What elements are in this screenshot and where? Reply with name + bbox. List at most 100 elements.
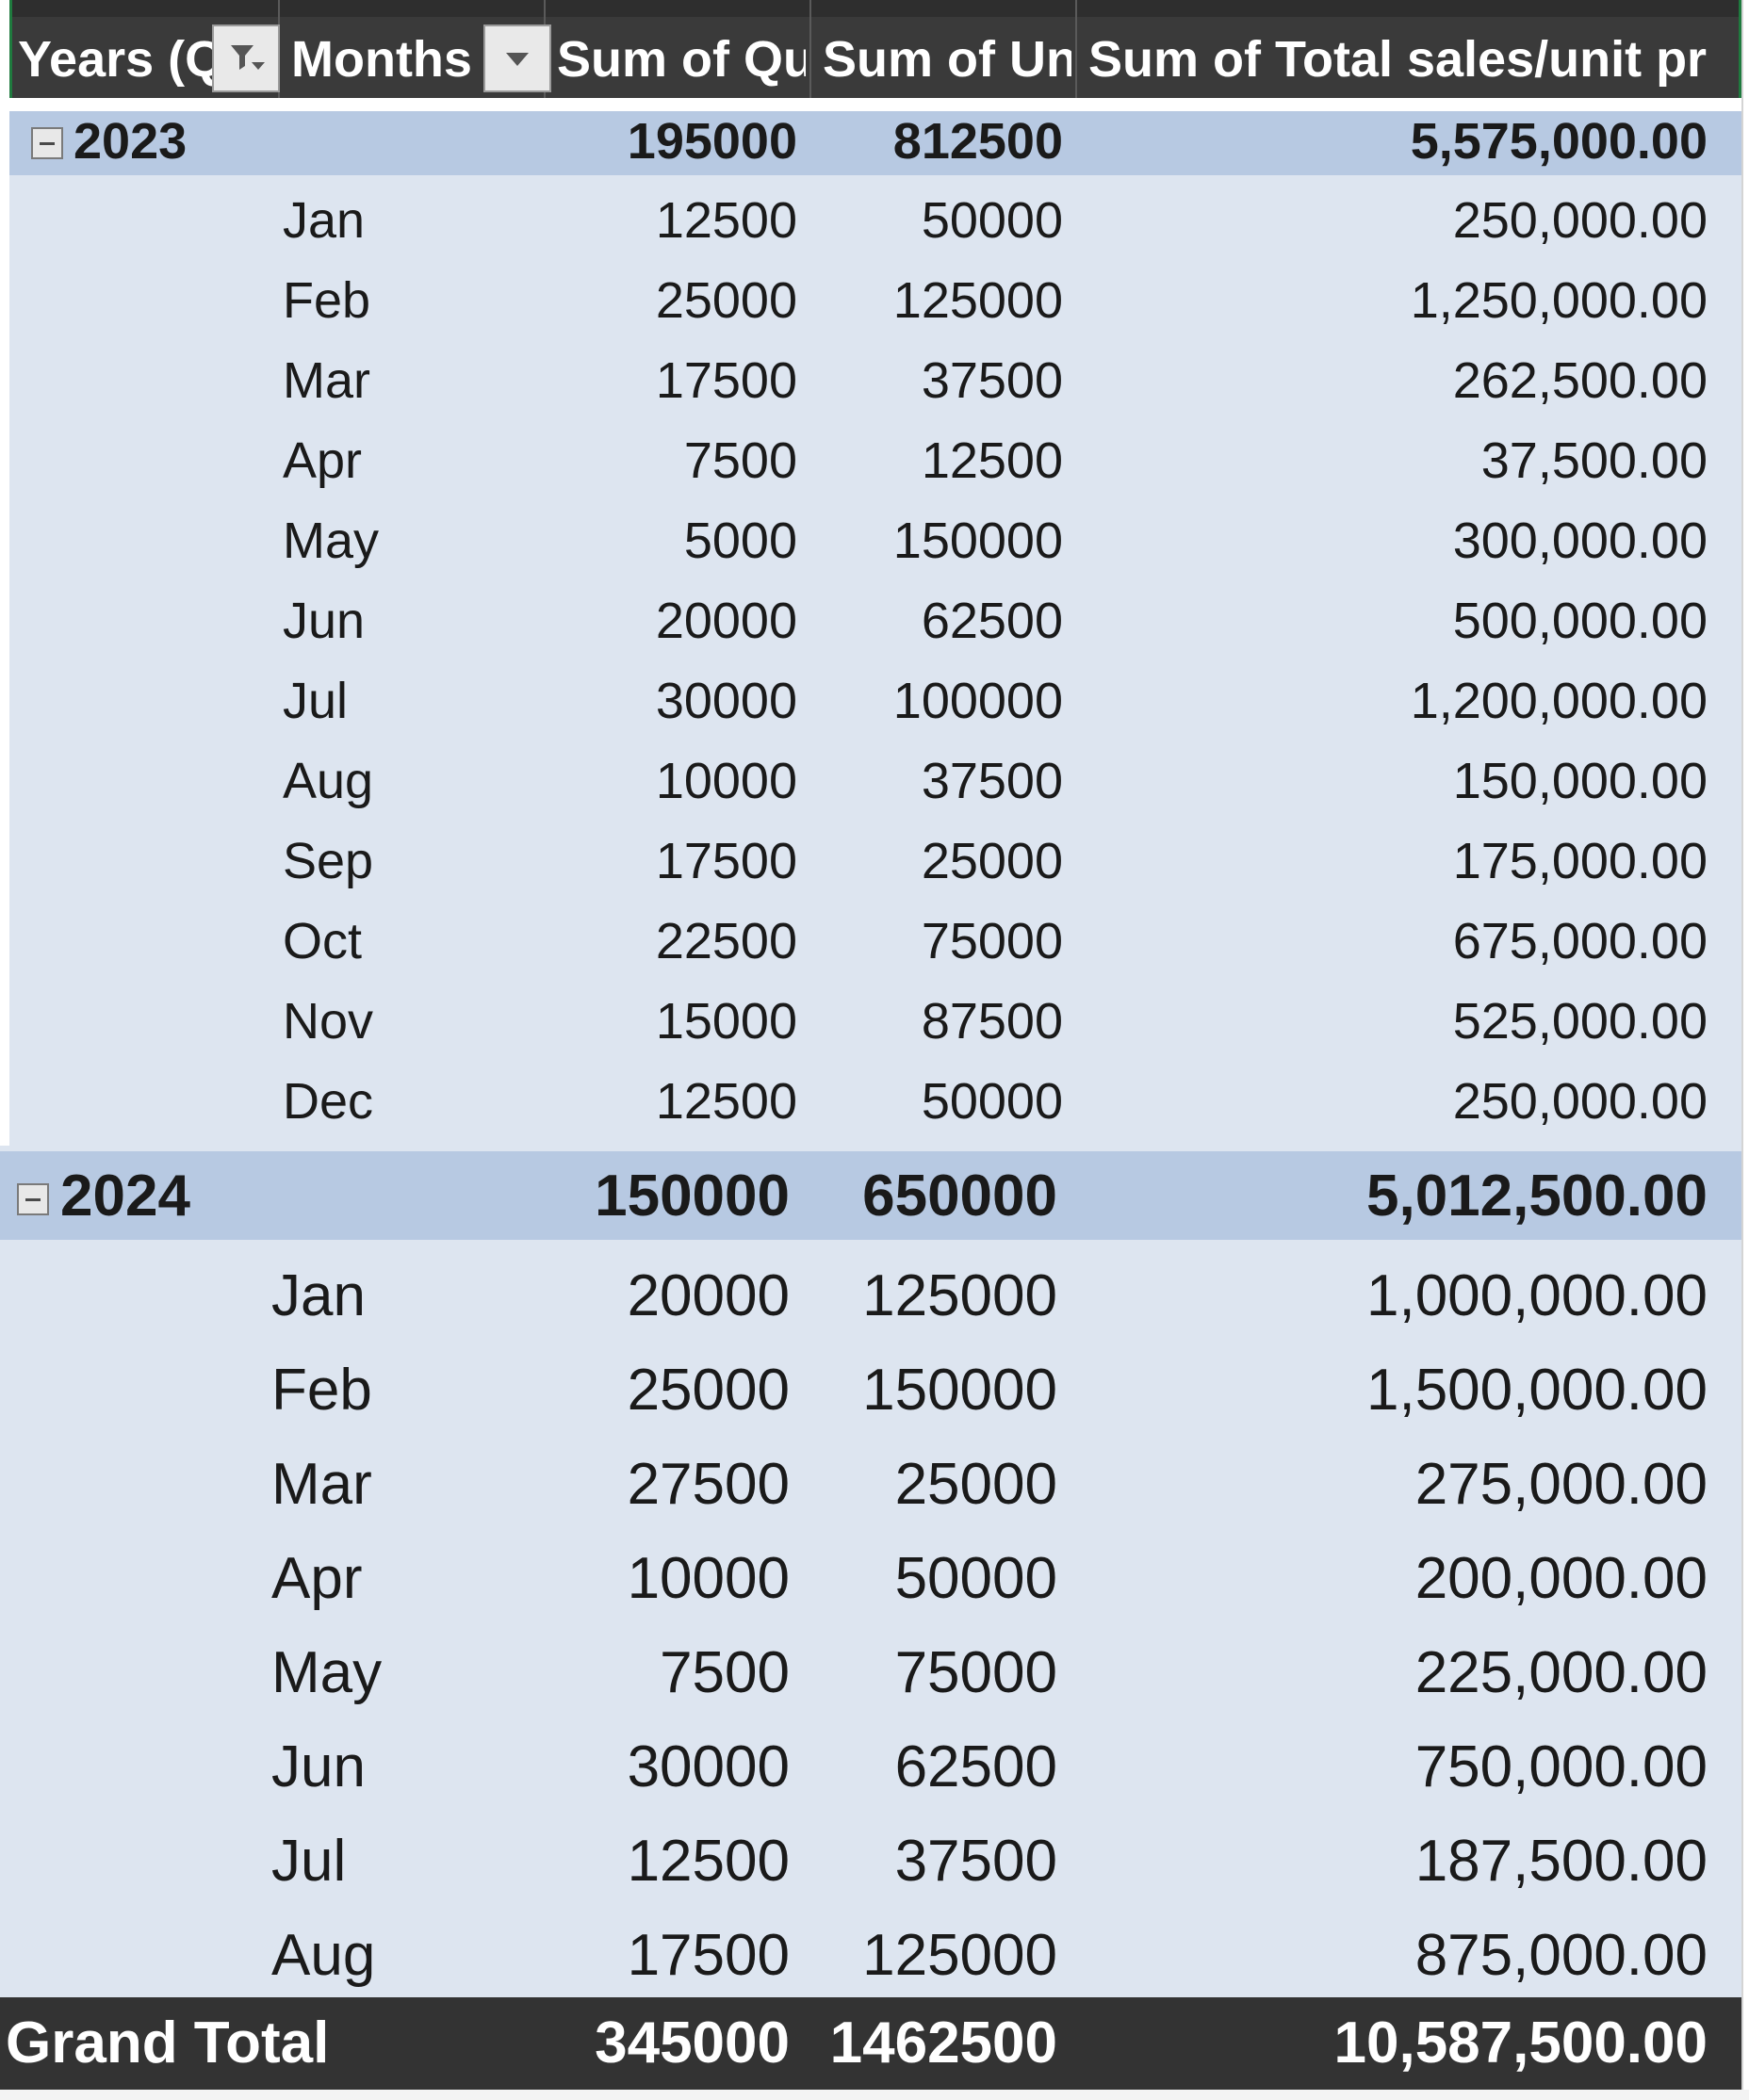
month-unit: 150000 (862, 1358, 1057, 1423)
year-group-2023 (9, 113, 1741, 1146)
month-qty: 20000 (627, 1263, 790, 1328)
year-label: 2024 (60, 1164, 190, 1229)
month-total: 750,000.00 (1414, 1734, 1708, 1799)
month-total: 875,000.00 (1414, 1923, 1708, 1988)
month-total: 1,200,000.00 (1410, 673, 1708, 729)
month-qty: 5000 (683, 513, 797, 569)
month-label: Jan (283, 192, 366, 249)
month-unit: 62500 (894, 1734, 1057, 1799)
month-total: 500,000.00 (1452, 593, 1708, 649)
month-unit: 50000 (921, 1073, 1063, 1130)
month-label: Oct (283, 913, 363, 969)
grand-total-row: Grand Total 345000 1462500 10,587,500.00 (0, 1997, 1741, 2090)
year-sum-total: 5,575,000.00 (1410, 113, 1708, 170)
months-filter-button[interactable] (483, 24, 551, 92)
month-total: 37,500.00 (1480, 432, 1708, 489)
month-unit: 87500 (921, 993, 1063, 1050)
header-sum-unit[interactable]: Sum of Un (823, 31, 1071, 88)
month-label: Mar (283, 352, 370, 409)
month-qty: 17500 (655, 833, 797, 889)
pivot-header-row: Years (Q Months Sum of Qu Sum of Un Sum … (9, 0, 1741, 98)
years-filter-button[interactable] (212, 24, 280, 92)
month-qty: 12500 (655, 192, 797, 249)
month-label: Nov (283, 993, 374, 1050)
filter-applied-icon (231, 45, 265, 70)
year-sum-total: 5,012,500.00 (1365, 1164, 1708, 1229)
month-qty: 27500 (627, 1452, 790, 1517)
month-total: 300,000.00 (1452, 513, 1708, 569)
grand-total-unit: 1462500 (829, 2010, 1057, 2076)
year-sum-qty: 195000 (627, 113, 797, 170)
month-total: 187,500.00 (1414, 1829, 1708, 1894)
sheet-row-below (0, 2090, 1749, 2100)
month-unit: 125000 (892, 272, 1063, 329)
month-total: 675,000.00 (1452, 913, 1708, 969)
month-total: 175,000.00 (1452, 833, 1708, 889)
month-unit: 150000 (892, 513, 1063, 569)
month-label: Feb (283, 272, 371, 329)
month-qty: 12500 (627, 1829, 790, 1894)
month-qty: 7500 (683, 432, 797, 489)
month-label: Dec (283, 1073, 374, 1130)
month-qty: 30000 (627, 1734, 790, 1799)
month-total: 250,000.00 (1452, 192, 1708, 249)
grand-total-label: Grand Total (6, 2010, 330, 2076)
header-separator (809, 0, 811, 98)
month-label: Mar (271, 1452, 372, 1517)
month-label: Sep (283, 833, 374, 889)
month-qty: 17500 (627, 1923, 790, 1988)
month-unit: 25000 (894, 1452, 1057, 1517)
month-total: 250,000.00 (1452, 1073, 1708, 1130)
grand-total-total: 10,587,500.00 (1333, 2010, 1708, 2076)
month-label: Aug (283, 753, 374, 809)
header-years[interactable]: Years (Q (18, 31, 212, 88)
collapse-button[interactable] (31, 127, 63, 159)
month-total: 262,500.00 (1452, 352, 1708, 409)
year-row-2024[interactable] (0, 1151, 1741, 1240)
header-sum-total-sales[interactable]: Sum of Total sales/unit pr (1088, 31, 1708, 88)
month-unit: 50000 (894, 1546, 1057, 1611)
month-qty: 22500 (655, 913, 797, 969)
month-qty: 10000 (655, 753, 797, 809)
month-unit: 62500 (921, 593, 1063, 649)
month-unit: 125000 (862, 1923, 1057, 1988)
month-label: Jan (271, 1263, 366, 1328)
month-label: Apr (283, 432, 363, 489)
month-total: 1,500,000.00 (1365, 1358, 1708, 1423)
month-label: Jul (271, 1829, 347, 1894)
month-total: 1,000,000.00 (1365, 1263, 1708, 1328)
month-label: May (283, 513, 380, 569)
month-unit: 75000 (894, 1640, 1057, 1705)
header-months[interactable]: Months (291, 31, 472, 88)
month-label: May (271, 1640, 383, 1705)
month-total: 225,000.00 (1414, 1640, 1708, 1705)
month-label: Jun (283, 593, 366, 649)
year-row-2023[interactable] (9, 111, 1741, 175)
year-label: 2023 (74, 113, 188, 170)
header-sum-quantity[interactable]: Sum of Qu (557, 31, 806, 88)
month-unit: 100000 (892, 673, 1063, 729)
year-sum-unit: 650000 (862, 1164, 1057, 1229)
month-qty: 15000 (655, 993, 797, 1050)
grand-total-qty: 345000 (595, 2010, 790, 2076)
month-unit: 25000 (921, 833, 1063, 889)
year-group-2024 (0, 1146, 1741, 1997)
year-sum-qty: 150000 (595, 1164, 790, 1229)
month-total: 1,250,000.00 (1410, 272, 1708, 329)
month-qty: 25000 (627, 1358, 790, 1423)
month-unit: 37500 (894, 1829, 1057, 1894)
month-unit: 37500 (921, 753, 1063, 809)
collapse-button[interactable] (17, 1183, 49, 1215)
dropdown-arrow-icon (506, 53, 529, 66)
month-qty: 12500 (655, 1073, 797, 1130)
sheet-gridline (1741, 0, 1743, 2100)
month-qty: 30000 (655, 673, 797, 729)
month-total: 525,000.00 (1452, 993, 1708, 1050)
column-header-strip (12, 0, 1739, 17)
month-total: 200,000.00 (1414, 1546, 1708, 1611)
month-unit: 75000 (921, 913, 1063, 969)
month-label: Feb (271, 1358, 372, 1423)
month-qty: 10000 (627, 1546, 790, 1611)
header-separator (1075, 0, 1077, 98)
